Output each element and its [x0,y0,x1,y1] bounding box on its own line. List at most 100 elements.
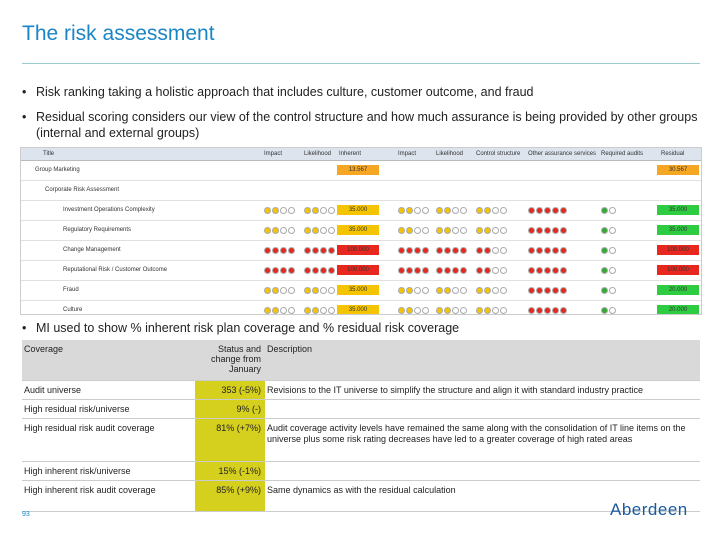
screenshot-row: Regulatory Requirements 35.000 35.000 [21,221,701,241]
residual-score: 35.000 [657,225,699,235]
rating-dot [406,307,413,314]
rating-dot [312,307,319,314]
rating-dot [422,307,429,314]
rating-dot [560,267,567,274]
rating-dot [414,207,421,214]
inherent-score: 35.000 [337,225,379,235]
rating-dot [544,207,551,214]
rating-dot [264,247,271,254]
rating-dot [552,267,559,274]
rating-dot [320,307,327,314]
rating-dot [500,207,507,214]
rating-dot [500,287,507,294]
rating-dot [304,287,311,294]
table-row: High residual risk audit coverage 81% (+7… [22,419,700,462]
row-title: Reputational Risk / Customer Outcome [63,267,168,273]
rating-dot [560,207,567,214]
bullet: MI used to show % inherent risk plan cov… [22,320,716,336]
column-header: Impact [264,151,283,157]
residual-score: 100.000 [657,265,699,275]
bullet: Residual scoring considers our view of t… [22,109,716,141]
rating-dot [536,227,543,234]
rating-dot [492,287,499,294]
rating-dot [609,207,616,214]
rating-dot [406,227,413,234]
table-row: High residual risk/universe 9% (-) [22,400,700,419]
screenshot-row: Change Management 100.000 100.000 [21,241,701,261]
rating-dot [601,247,608,254]
rating-dot [304,307,311,314]
rating-dot [492,267,499,274]
rating-dot [544,287,551,294]
rating-dot [406,247,413,254]
column-header: Inherent [339,151,362,157]
status-bg [195,462,265,480]
rating-dot [476,247,483,254]
rating-dot [304,227,311,234]
status-bg [195,381,265,399]
rating-dot [484,307,491,314]
rating-dot [406,287,413,294]
residual-score: 30.567 [657,165,699,175]
rating-dot [528,227,535,234]
rating-dot [406,267,413,274]
inherent-score: 35.000 [337,205,379,215]
table-row: High inherent risk/universe 15% (-1%) [22,462,700,481]
column-header: Title [43,151,55,157]
rating-dot [528,267,535,274]
rating-dot [328,207,335,214]
slide-title: The risk assessment [22,22,215,45]
rating-dot [609,307,616,314]
table-cell: 15% (-1%) [218,466,261,476]
row-title: Corporate Risk Assessment [45,187,120,193]
table-cell: Audit universe [24,385,82,395]
rating-dot [492,207,499,214]
rating-dot [436,307,443,314]
table-cell: Revisions to the IT universe to simplify… [267,385,644,395]
rating-dot [484,227,491,234]
rating-dot [601,287,608,294]
inherent-score: 35.000 [337,285,379,295]
rating-dot [536,287,543,294]
screenshot-row: Culture 35.000 20.000 [21,301,701,314]
row-title: Investment Operations Complexity [63,207,155,213]
rating-dot [444,287,451,294]
table-row: Audit universe 353 (-5%) Revisions to the … [22,381,700,400]
screenshot-row: Fraud 35.000 20.000 [21,281,701,301]
inherent-score: 100.000 [337,265,379,275]
rating-dot [452,227,459,234]
rating-dot [312,247,319,254]
rating-dot [544,307,551,314]
rating-dot [452,307,459,314]
table-cell: High residual risk audit coverage [24,423,155,433]
rating-dot [560,307,567,314]
rating-dot [280,267,287,274]
rating-dot [264,227,271,234]
rating-dot [601,227,608,234]
rating-dot [398,287,405,294]
rating-dot [452,267,459,274]
rating-dot [444,267,451,274]
row-title: Change Management [63,247,121,253]
rating-dot [272,227,279,234]
row-title: Culture [63,307,83,313]
table-cell: 353 (-5%) [221,385,261,395]
rating-dot [264,307,271,314]
rating-dot [609,227,616,234]
rating-dot [444,307,451,314]
screenshot-row: Investment Operations Complexity 35.000 35… [21,201,701,221]
screenshot-header: Title Impact Likelihood Inherent Impact Likel… [21,148,701,161]
table-cell: Same dynamics as with the residual calcu… [267,485,456,495]
rating-dot [280,287,287,294]
rating-dot [288,207,295,214]
rating-dot [536,207,543,214]
column-header: Required audits [601,151,644,157]
risk-screenshot: Title Impact Likelihood Inherent Impact Likel… [20,147,702,315]
rating-dot [552,287,559,294]
rating-dot [536,307,543,314]
rating-dot [264,287,271,294]
rating-dot [452,287,459,294]
rating-dot [328,227,335,234]
status-bg [195,481,265,511]
